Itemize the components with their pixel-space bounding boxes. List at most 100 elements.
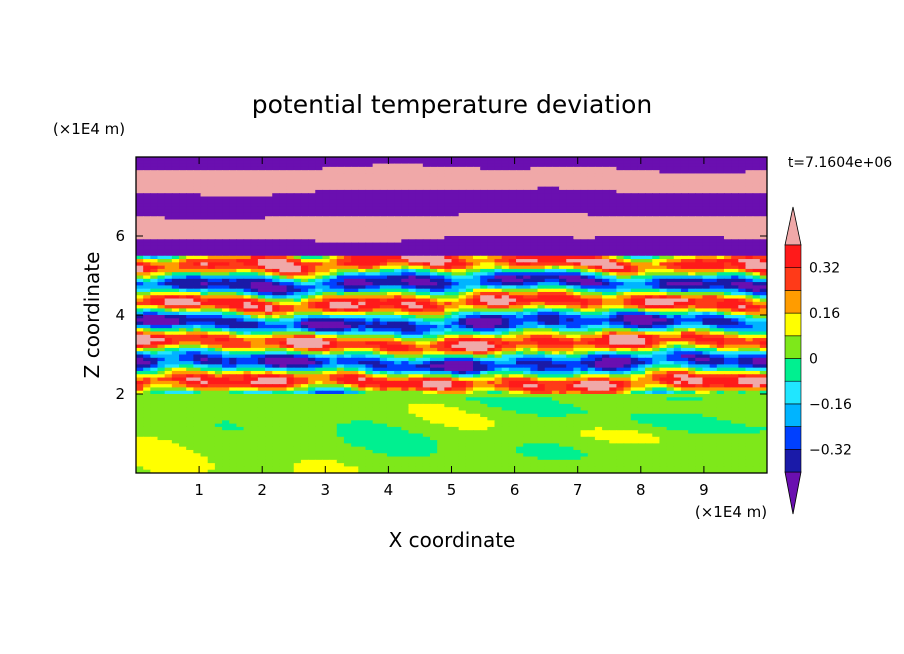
heatmap-cell xyxy=(494,305,503,310)
heatmap-cell xyxy=(458,199,467,204)
heatmap-cell xyxy=(680,222,689,227)
heatmap-cell xyxy=(630,318,639,323)
heatmap-cell xyxy=(394,245,402,250)
heatmap-cell xyxy=(379,203,388,207)
heatmap-cell xyxy=(716,219,725,224)
heatmap-cell xyxy=(315,311,324,316)
heatmap-cell xyxy=(659,305,668,310)
heatmap-cell xyxy=(222,328,230,333)
heatmap-cell xyxy=(243,163,252,168)
heatmap-cell xyxy=(702,252,711,257)
heatmap-cell xyxy=(594,216,603,221)
heatmap-cell xyxy=(415,282,424,286)
heatmap-cell xyxy=(566,176,574,181)
heatmap-cell xyxy=(164,331,173,336)
heatmap-cell xyxy=(566,249,574,254)
heatmap-cell xyxy=(429,183,438,188)
heatmap-cell xyxy=(222,176,230,181)
heatmap-cell xyxy=(609,255,618,260)
heatmap-cell xyxy=(422,199,431,204)
heatmap-cell xyxy=(680,186,689,191)
heatmap-cell xyxy=(738,199,747,204)
heatmap-cell xyxy=(401,206,410,211)
heatmap-cell xyxy=(709,282,718,286)
heatmap-cell xyxy=(587,245,596,250)
heatmap-cell xyxy=(222,212,230,217)
heatmap-cell xyxy=(516,278,524,283)
heatmap-cell xyxy=(530,242,539,247)
heatmap-cell xyxy=(616,315,625,319)
heatmap-cell xyxy=(329,249,338,254)
heatmap-cell xyxy=(759,157,767,161)
heatmap-cell xyxy=(745,170,754,175)
heatmap-cell xyxy=(250,305,259,310)
heatmap-cell xyxy=(508,157,517,161)
heatmap-cell xyxy=(501,229,510,234)
heatmap-cell xyxy=(738,166,747,171)
heatmap-cell xyxy=(272,203,281,207)
heatmap-cell xyxy=(329,157,338,161)
heatmap-cell xyxy=(322,262,331,267)
heatmap-cell xyxy=(286,206,295,211)
heatmap-cell xyxy=(171,209,180,214)
heatmap-cell xyxy=(494,285,503,290)
heatmap-cell xyxy=(315,236,324,240)
heatmap-cell xyxy=(659,334,668,339)
heatmap-cell xyxy=(573,219,582,224)
heatmap-cell xyxy=(494,259,503,263)
heatmap-cell xyxy=(379,305,388,310)
heatmap-cell xyxy=(580,199,589,204)
heatmap-cell xyxy=(530,212,539,217)
heatmap-cell xyxy=(580,331,589,336)
heatmap-cell xyxy=(379,252,388,257)
heatmap-cell xyxy=(429,338,438,342)
heatmap-cell xyxy=(250,176,259,181)
heatmap-cell xyxy=(322,272,331,277)
heatmap-cell xyxy=(293,278,302,283)
heatmap-cell xyxy=(530,268,539,273)
heatmap-cell xyxy=(666,193,675,198)
heatmap-cell xyxy=(150,216,159,221)
heatmap-cell xyxy=(193,285,202,290)
heatmap-cell xyxy=(573,328,582,333)
heatmap-cell xyxy=(709,331,718,336)
heatmap-cell xyxy=(207,249,216,254)
heatmap-cell xyxy=(616,295,625,300)
heatmap-cell xyxy=(731,249,739,254)
heatmap-cell xyxy=(422,305,431,310)
heatmap-cell xyxy=(566,305,574,310)
heatmap-cell xyxy=(257,295,266,300)
heatmap-cell xyxy=(602,298,610,303)
heatmap-cell xyxy=(351,301,359,306)
heatmap-cell xyxy=(652,259,661,263)
heatmap-cell xyxy=(602,285,610,290)
heatmap-cell xyxy=(408,236,417,240)
heatmap-cell xyxy=(157,212,166,217)
heatmap-cell xyxy=(652,222,661,227)
heatmap-cell xyxy=(200,255,209,260)
heatmap-cell xyxy=(329,232,338,237)
heatmap-cell xyxy=(630,209,639,214)
heatmap-cell xyxy=(451,239,460,244)
heatmap-cell xyxy=(752,163,761,168)
heatmap-cell xyxy=(451,288,460,293)
heatmap-cell xyxy=(673,216,682,221)
heatmap-cell xyxy=(559,301,567,306)
heatmap-cell xyxy=(157,239,166,244)
heatmap-cell xyxy=(709,176,718,181)
heatmap-cell xyxy=(487,308,496,313)
heatmap-cell xyxy=(429,259,438,263)
heatmap-cell xyxy=(179,262,187,267)
heatmap-cell xyxy=(702,259,711,263)
heatmap-cell xyxy=(630,160,639,165)
heatmap-cell xyxy=(236,268,245,273)
heatmap-cell xyxy=(702,328,711,333)
heatmap-cell xyxy=(358,199,367,204)
heatmap-cell xyxy=(379,311,388,316)
heatmap-cell xyxy=(709,166,718,171)
heatmap-cell xyxy=(731,226,739,231)
heatmap-cell xyxy=(752,173,761,178)
heatmap-cell xyxy=(358,209,367,214)
heatmap-cell xyxy=(602,170,610,175)
heatmap-cell xyxy=(566,338,574,342)
